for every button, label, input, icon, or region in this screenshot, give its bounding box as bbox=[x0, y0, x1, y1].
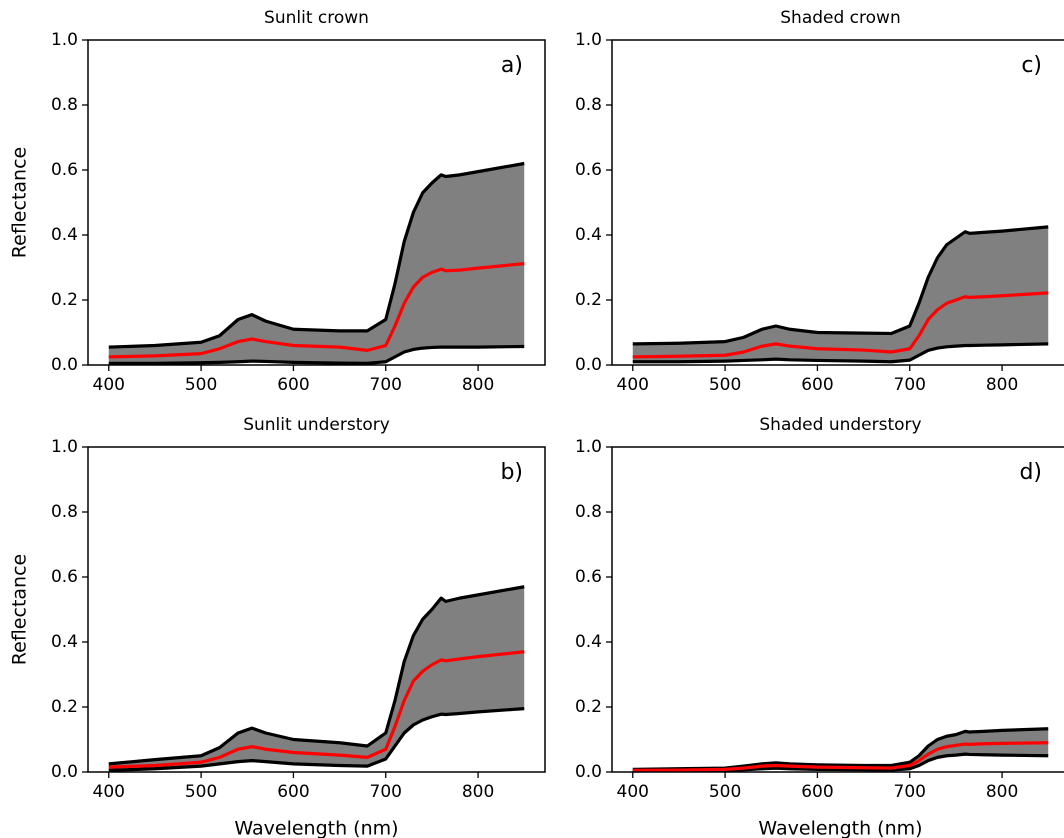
y-tick-label: 0.0 bbox=[575, 355, 602, 375]
x-tick-label: 500 bbox=[709, 782, 741, 802]
x-tick-label: 600 bbox=[801, 782, 833, 802]
y-tick-label: 0.2 bbox=[51, 290, 78, 310]
y-tick-label: 0.8 bbox=[51, 502, 78, 522]
plot-frame bbox=[87, 39, 546, 366]
x-tick-label: 500 bbox=[709, 375, 741, 395]
series-line bbox=[108, 262, 525, 359]
subplot-title: Shaded understory bbox=[759, 415, 921, 435]
range-fill bbox=[632, 226, 1049, 362]
y-tick-label: 0.8 bbox=[575, 502, 602, 522]
y-tick-label: 1.0 bbox=[51, 437, 78, 457]
x-tick-label: 600 bbox=[277, 375, 309, 395]
x-tick-label: 700 bbox=[894, 782, 926, 802]
y-tick-label: 0.6 bbox=[575, 160, 602, 180]
plot-frame bbox=[87, 446, 546, 773]
y-tick-label: 0.6 bbox=[575, 567, 602, 587]
y-tick-label: 0.2 bbox=[51, 697, 78, 717]
x-tick-label: 400 bbox=[617, 782, 649, 802]
series-line bbox=[108, 344, 525, 365]
y-axis-label: Reflectance bbox=[9, 147, 31, 258]
x-tick-label: 500 bbox=[185, 375, 217, 395]
series-line bbox=[632, 752, 1049, 773]
series-line bbox=[632, 342, 1049, 364]
series-line bbox=[108, 585, 525, 766]
x-axis-label: Wavelength (nm) bbox=[234, 818, 398, 838]
y-tick-label: 0.4 bbox=[575, 225, 602, 245]
series-line bbox=[632, 727, 1049, 771]
panel-label: d) bbox=[1019, 460, 1042, 485]
y-tick-label: 1.0 bbox=[575, 30, 602, 50]
x-tick-label: 400 bbox=[93, 782, 125, 802]
x-tick-label: 500 bbox=[185, 782, 217, 802]
plot-frame bbox=[611, 446, 1064, 773]
subplot-title: Sunlit understory bbox=[243, 415, 390, 435]
y-tick-label: 0.6 bbox=[51, 567, 78, 587]
x-tick-label: 400 bbox=[617, 375, 649, 395]
y-tick-label: 0.2 bbox=[575, 290, 602, 310]
series-line bbox=[108, 650, 525, 769]
x-tick-label: 600 bbox=[277, 782, 309, 802]
plot-frame bbox=[611, 39, 1064, 366]
range-fill bbox=[632, 728, 1049, 772]
series-line bbox=[632, 225, 1049, 346]
x-tick-label: 800 bbox=[986, 782, 1018, 802]
x-tick-label: 700 bbox=[370, 782, 402, 802]
y-tick-label: 0.0 bbox=[51, 355, 78, 375]
subplot-title: Sunlit crown bbox=[264, 8, 369, 28]
y-tick-label: 1.0 bbox=[575, 437, 602, 457]
y-axis-label: Reflectance bbox=[9, 554, 31, 665]
panel-label: a) bbox=[501, 53, 523, 78]
x-tick-label: 800 bbox=[986, 375, 1018, 395]
y-tick-label: 0.2 bbox=[575, 697, 602, 717]
series-line bbox=[632, 291, 1049, 359]
x-tick-label: 600 bbox=[801, 375, 833, 395]
y-tick-label: 0.4 bbox=[575, 632, 602, 652]
y-tick-label: 0.0 bbox=[575, 762, 602, 782]
x-tick-label: 800 bbox=[462, 782, 494, 802]
x-tick-label: 800 bbox=[462, 375, 494, 395]
y-tick-label: 0.8 bbox=[575, 95, 602, 115]
panel-label: b) bbox=[500, 460, 523, 485]
y-tick-label: 0.6 bbox=[51, 160, 78, 180]
x-tick-label: 700 bbox=[370, 375, 402, 395]
series-line bbox=[108, 707, 525, 772]
range-fill bbox=[108, 163, 525, 364]
x-tick-label: 400 bbox=[93, 375, 125, 395]
panel-label: c) bbox=[1021, 53, 1042, 78]
series-line bbox=[632, 741, 1049, 772]
y-tick-label: 0.8 bbox=[51, 95, 78, 115]
series-line bbox=[108, 161, 525, 349]
range-fill bbox=[108, 586, 525, 771]
x-axis-label: Wavelength (nm) bbox=[758, 818, 922, 838]
y-tick-label: 0.4 bbox=[51, 225, 78, 245]
subplot-title: Shaded crown bbox=[780, 8, 900, 28]
y-tick-label: 1.0 bbox=[51, 30, 78, 50]
y-tick-label: 0.0 bbox=[51, 762, 78, 782]
y-tick-label: 0.4 bbox=[51, 632, 78, 652]
x-tick-label: 700 bbox=[894, 375, 926, 395]
